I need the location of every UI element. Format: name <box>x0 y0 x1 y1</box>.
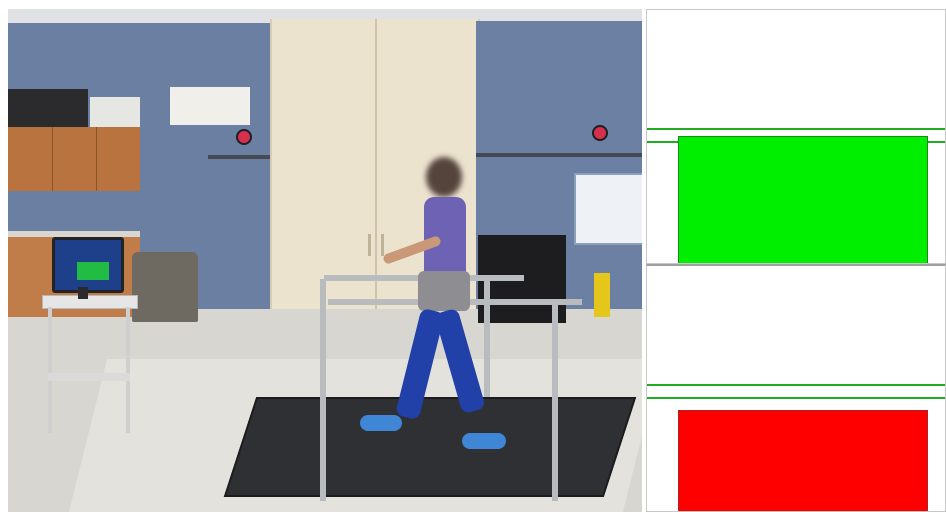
counter-top <box>8 231 140 239</box>
person-shoe <box>360 415 402 431</box>
handrail-post <box>484 279 490 397</box>
monitor <box>52 237 124 293</box>
wall-cabinet <box>8 127 140 191</box>
bottom-indicator-block <box>678 410 928 511</box>
top-indicator-panel <box>646 9 946 264</box>
cabinet-divider <box>52 127 53 191</box>
handrail-post <box>552 301 558 501</box>
cabinet-divider <box>96 127 97 191</box>
threshold-line-upper <box>647 128 945 130</box>
armchair <box>132 252 198 322</box>
research-poster <box>574 173 642 245</box>
door-handle-left <box>368 234 371 256</box>
walking-person <box>348 153 518 453</box>
motion-camera-icon <box>592 125 608 141</box>
wet-floor-sign <box>594 273 610 317</box>
handrail-post <box>320 279 326 501</box>
bottom-indicator-panel <box>646 264 946 512</box>
door-handle-right <box>381 234 384 256</box>
equipment-cart <box>42 295 138 435</box>
person-shoe <box>462 433 506 449</box>
threshold-line-upper <box>647 384 945 386</box>
white-bin <box>90 97 140 127</box>
person-leg <box>434 307 486 415</box>
cart-top <box>42 295 138 309</box>
cart-shelf <box>48 373 130 381</box>
monitor-stand <box>78 287 88 299</box>
wall-poster <box>170 87 250 125</box>
cart-leg <box>126 307 130 433</box>
camera-rail-right <box>476 153 642 157</box>
indicator-panels <box>646 9 946 512</box>
motion-camera-icon <box>236 129 252 145</box>
cart-leg <box>48 307 52 433</box>
person-head <box>426 157 462 197</box>
storage-bins <box>8 89 88 127</box>
lab-photo <box>8 9 642 512</box>
person-hips <box>418 271 470 311</box>
door-seam <box>375 19 377 319</box>
monitor-green-indicator <box>77 262 109 280</box>
camera-rail-left <box>208 155 270 159</box>
threshold-line-lower <box>647 397 945 399</box>
top-indicator-block <box>678 136 928 263</box>
